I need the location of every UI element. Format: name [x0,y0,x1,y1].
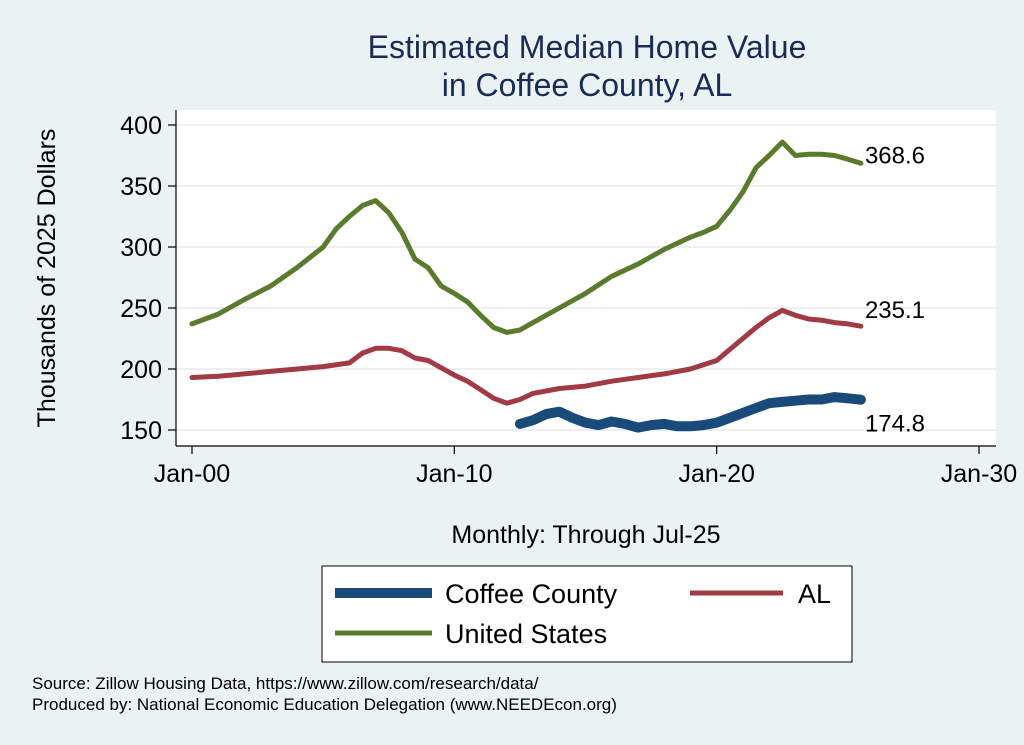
source-note: Source: Zillow Housing Data, https://www… [32,674,539,693]
x-axis-ticks: Jan-00 Jan-10 Jan-20 Jan-30 [154,446,1017,488]
x-axis-title: Monthly: Through Jul-25 [451,521,720,549]
series-line-coffee-county [514,392,866,433]
end-label-united-states: 368.6 [865,142,925,169]
legend: Coffee County AL United States [321,565,853,663]
series-line-united-states [189,139,864,335]
y-tick-label-400: 400 [120,112,162,140]
legend-label-al: AL [798,579,831,609]
gridlines [176,124,996,431]
y-tick-label-350: 350 [120,173,162,201]
x-tick-label-Jan-00: Jan-00 [154,460,230,488]
y-tick-label-300: 300 [120,234,162,262]
chart-title-line-1: Estimated Median Home Value [368,29,807,65]
x-tick-label-Jan-20: Jan-20 [678,460,754,488]
end-label-coffee-county: 174.8 [865,411,925,438]
legend-box [321,565,853,663]
y-tick-label-250: 250 [120,295,162,323]
legend-label-coffee-county: Coffee County [445,579,618,609]
y-axis-title: Thousands of 2025 Dollars [33,129,61,428]
chart-title-line-2: in Coffee County, AL [442,67,733,103]
end-label-al: 235.1 [865,297,925,324]
x-tick-label-Jan-10: Jan-10 [416,460,492,488]
y-tick-label-200: 200 [120,356,162,384]
plot-area [176,110,996,446]
legend-label-united-states: United States [445,619,607,649]
end-labels: 174.8 235.1 368.6 [865,142,925,437]
produced-by-note: Produced by: National Economic Education… [32,695,617,714]
series-lines [189,139,866,433]
x-tick-label-Jan-30: Jan-30 [941,460,1017,488]
y-tick-label-150: 150 [120,417,162,445]
y-axis-ticks: 150 200 250 300 350 400 [120,112,176,445]
series-line-al [189,307,864,406]
